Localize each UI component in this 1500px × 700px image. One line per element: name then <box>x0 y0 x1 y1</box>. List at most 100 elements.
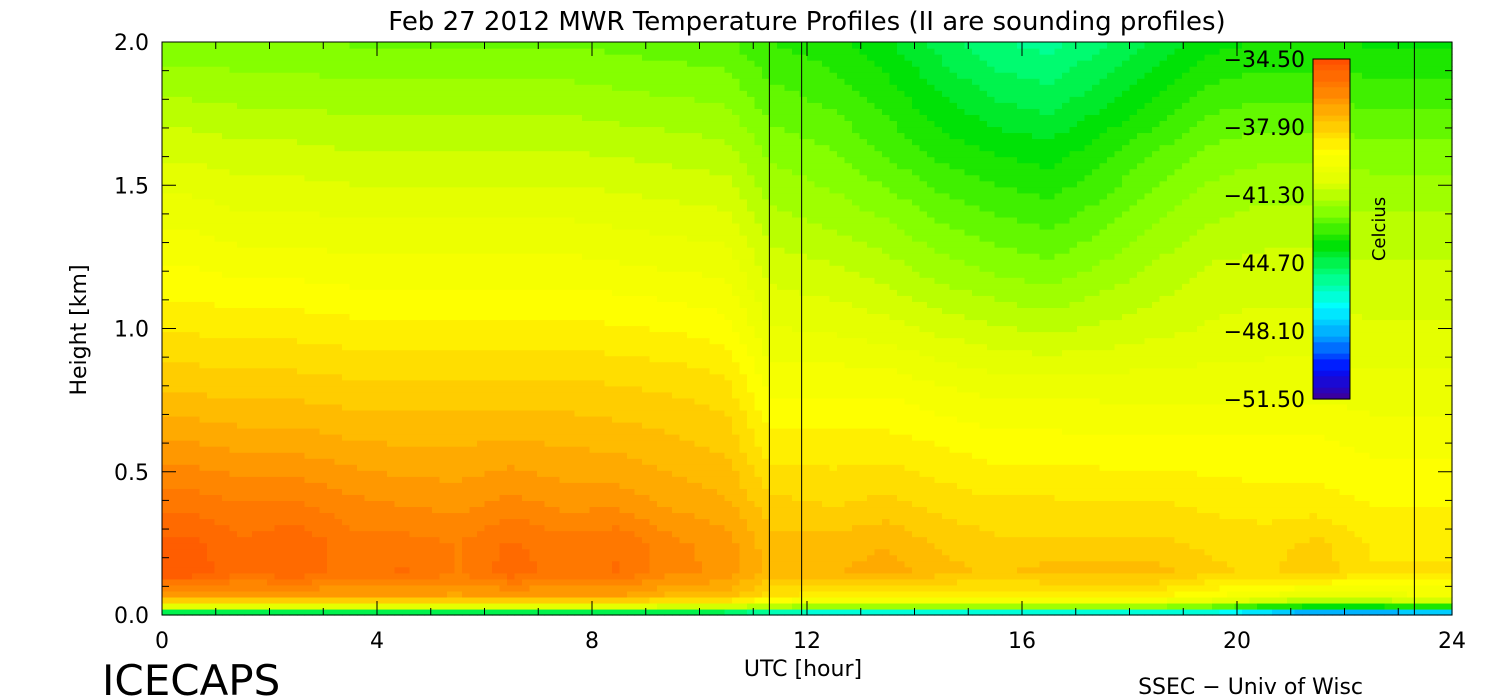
heatmap-cell <box>349 162 358 170</box>
heatmap-cell <box>162 458 171 465</box>
heatmap-cell <box>462 216 471 224</box>
heatmap-cell <box>417 108 426 115</box>
heatmap-cell <box>454 132 463 140</box>
heatmap-cell <box>477 536 486 544</box>
heatmap-cell <box>469 271 478 278</box>
heatmap-cell <box>484 283 493 290</box>
heatmap-cell <box>522 114 531 122</box>
heatmap-cell <box>447 536 456 544</box>
heatmap-cell <box>477 578 486 586</box>
heatmap-cell <box>544 572 553 580</box>
heatmap-cell <box>499 222 508 230</box>
heatmap-cell <box>492 259 501 266</box>
heatmap-cell <box>484 235 493 242</box>
heatmap-cell <box>499 361 508 369</box>
heatmap-cell <box>394 126 403 134</box>
heatmap-cell <box>469 488 478 495</box>
heatmap-cell <box>252 415 261 423</box>
heatmap-cell <box>417 596 426 604</box>
heatmap-cell <box>312 259 321 266</box>
heatmap-cell <box>477 548 486 556</box>
heatmap-cell <box>499 590 508 598</box>
heatmap-cell <box>424 397 433 405</box>
heatmap-cell <box>379 96 388 103</box>
heatmap-cell <box>484 331 493 339</box>
heatmap-cell <box>252 403 261 411</box>
heatmap-cell <box>462 590 471 598</box>
heatmap-cell <box>357 307 366 315</box>
heatmap-cell <box>357 596 366 604</box>
heatmap-cell <box>327 397 336 405</box>
heatmap-cell <box>192 482 201 489</box>
heatmap-cell <box>169 259 178 266</box>
heatmap-cell <box>499 72 508 79</box>
heatmap-cell <box>424 132 433 140</box>
heatmap-cell <box>327 440 336 447</box>
heatmap-cell <box>537 452 546 459</box>
heatmap-cell <box>537 180 546 188</box>
heatmap-cell <box>259 385 268 393</box>
heatmap-cell <box>439 301 448 308</box>
heatmap-cell <box>304 566 313 574</box>
heatmap-cell <box>207 337 216 345</box>
heatmap-cell <box>304 367 313 375</box>
heatmap-cell <box>177 180 186 188</box>
heatmap-cell <box>177 325 186 333</box>
heatmap-cell <box>387 289 396 296</box>
heatmap-cell <box>499 96 508 103</box>
heatmap-cell <box>162 355 171 363</box>
heatmap-cell <box>507 385 516 393</box>
heatmap-cell <box>529 596 538 604</box>
heatmap-cell <box>237 554 246 562</box>
heatmap-cell <box>529 313 538 321</box>
heatmap-cell <box>237 458 246 465</box>
heatmap-cell <box>514 331 523 339</box>
heatmap-cell <box>432 265 441 272</box>
heatmap-cell <box>192 343 201 351</box>
heatmap-cell <box>222 536 231 544</box>
heatmap-cell <box>349 500 358 508</box>
heatmap-cell <box>229 144 238 152</box>
heatmap-cell <box>267 313 276 321</box>
heatmap-cell <box>334 277 343 284</box>
heatmap-cell <box>462 500 471 508</box>
heatmap-cell <box>312 48 321 55</box>
heatmap-cell <box>334 150 343 158</box>
heatmap-cell <box>462 355 471 363</box>
heatmap-cell <box>372 361 381 369</box>
heatmap-cell <box>312 566 321 574</box>
heatmap-cell <box>417 295 426 302</box>
heatmap-cell <box>492 361 501 369</box>
heatmap-cell <box>499 114 508 122</box>
heatmap-cell <box>252 228 261 236</box>
heatmap-cell <box>499 349 508 357</box>
heatmap-cell <box>447 524 456 532</box>
heatmap-cell <box>439 138 448 146</box>
heatmap-cell <box>507 295 516 302</box>
heatmap-cell <box>529 277 538 284</box>
heatmap-cell <box>492 96 501 103</box>
heatmap-cell <box>342 355 351 363</box>
heatmap-cell <box>184 102 193 109</box>
heatmap-cell <box>319 174 328 182</box>
heatmap-cell <box>522 168 531 176</box>
heatmap-cell <box>454 247 463 254</box>
heatmap-cell <box>274 156 283 164</box>
heatmap-cell <box>259 42 268 49</box>
heatmap-cell <box>529 536 538 544</box>
heatmap-cell <box>342 458 351 465</box>
heatmap-cell <box>529 265 538 272</box>
heatmap-cell <box>447 72 456 79</box>
heatmap-cell <box>222 120 231 128</box>
heatmap-cell <box>544 337 553 345</box>
heatmap-cell <box>304 518 313 526</box>
heatmap-cell <box>552 361 561 369</box>
heatmap-cell <box>282 307 291 315</box>
heatmap-cell <box>169 72 178 79</box>
heatmap-cell <box>184 174 193 182</box>
heatmap-cell <box>237 596 246 604</box>
heatmap-cell <box>402 440 411 447</box>
heatmap-cell <box>424 126 433 134</box>
heatmap-cell <box>514 488 523 495</box>
heatmap-cell <box>357 440 366 447</box>
